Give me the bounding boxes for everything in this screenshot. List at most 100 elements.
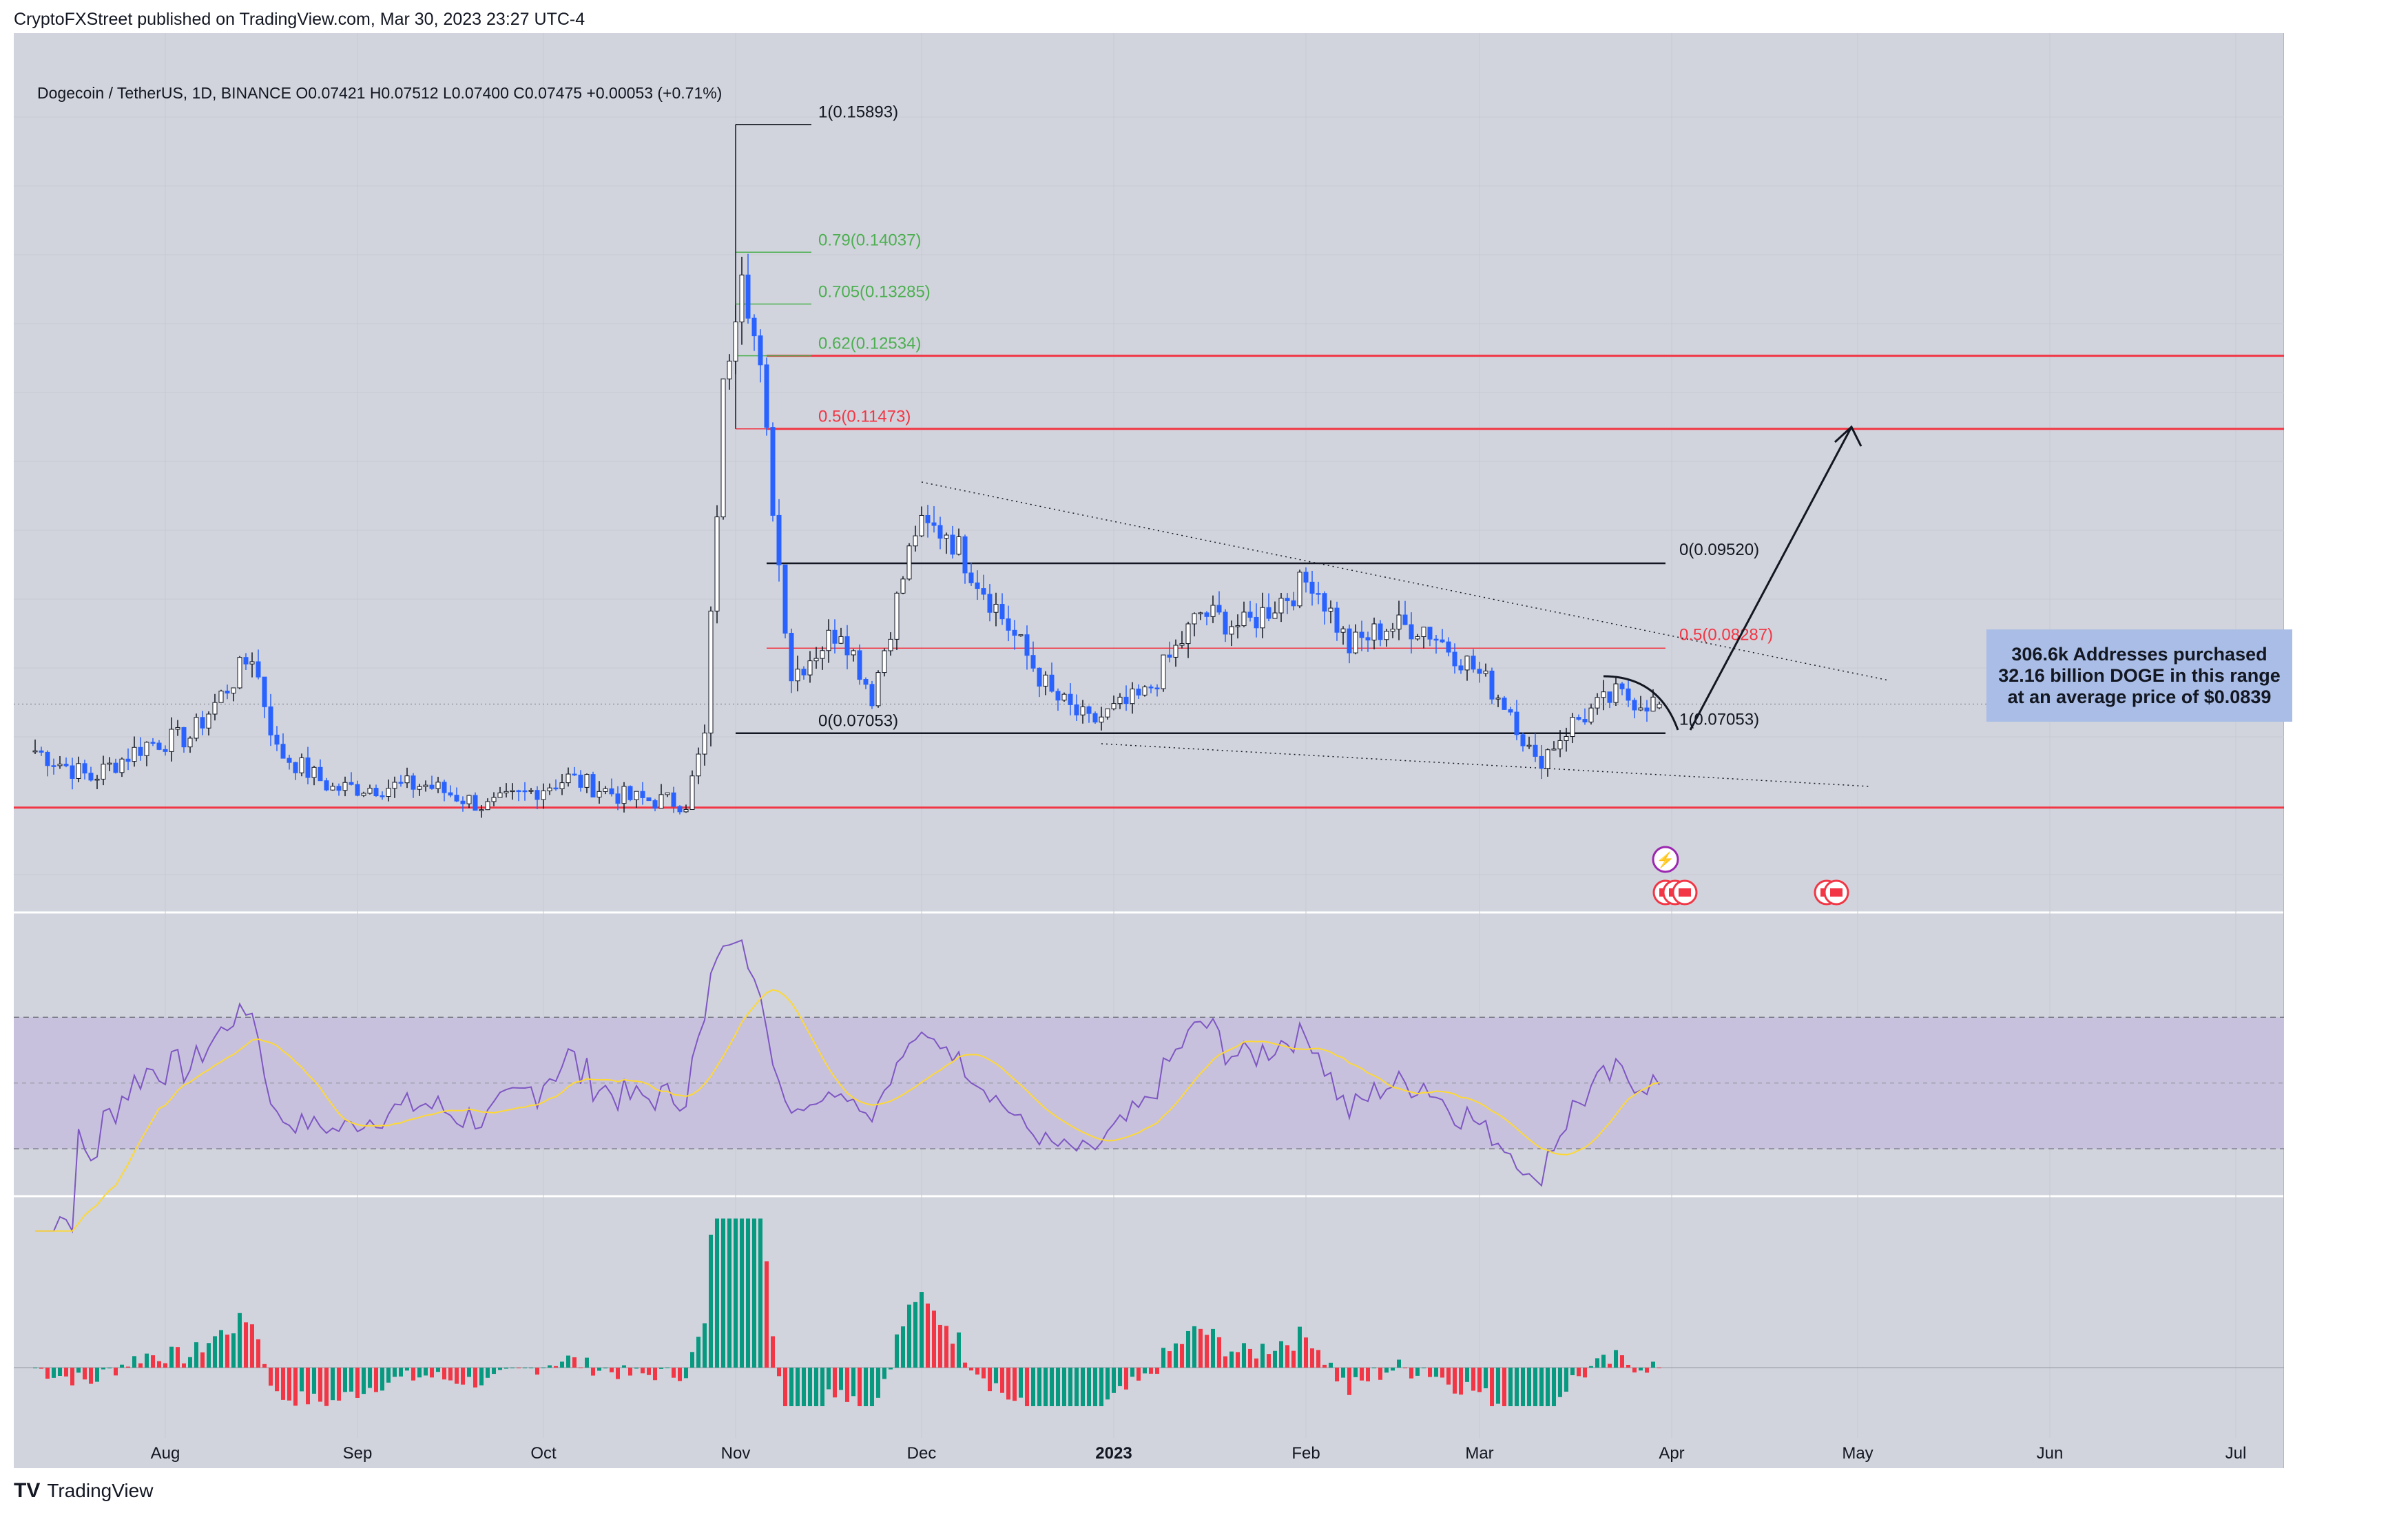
fib-label: 0.62(0.12534) [818,335,921,353]
candle-body [1508,709,1513,713]
hist-bar [1298,1326,1302,1368]
hist-bar [455,1368,459,1384]
candle-body [1595,697,1600,709]
hist-bar [83,1368,87,1380]
candle-body [1167,654,1172,658]
hist-bar [1310,1348,1314,1368]
candle-body [380,795,385,797]
candle-body [652,800,658,809]
candle-body [547,787,552,791]
candle-body [1117,696,1123,704]
x-tick-label: Apr [1659,1444,1684,1463]
candle-body [398,782,404,784]
hist-bar [913,1302,917,1368]
hist-bar [1112,1368,1116,1393]
hist-bar [89,1368,93,1384]
hist-bar [1124,1368,1128,1390]
candle-body [1582,719,1588,722]
hist-bar [1366,1368,1370,1381]
candle-body [1216,605,1222,613]
hist-bar [1539,1368,1544,1406]
x-tick-label: Oct [530,1444,557,1463]
hist-bar [560,1361,564,1368]
hist-bar [1583,1368,1587,1378]
hist-bar [1260,1344,1265,1368]
candle-body [956,536,962,555]
candle-body [466,795,472,804]
candle-body [1316,593,1321,595]
candle-body [925,514,931,523]
candle-body [863,679,869,685]
hist-bar [473,1368,477,1388]
hist-bar [548,1365,552,1368]
candle-body [528,790,534,792]
candle-body [212,702,218,715]
hist-bar [1577,1368,1581,1377]
candle-body [1049,674,1055,692]
candle-body [1514,711,1519,735]
candle-body [175,727,180,730]
hist-bar [504,1368,508,1369]
candle-body [473,795,478,811]
candle-body [1024,634,1030,656]
candle-body [163,749,168,752]
hist-bar [1595,1358,1599,1368]
candle-body [1477,669,1482,674]
hist-bar [938,1324,942,1368]
hist-bar [932,1310,936,1368]
candle-body [373,788,379,797]
candle-body [1353,631,1358,654]
candle-body [646,797,652,802]
candle-body [534,790,540,800]
candle-body [262,676,267,707]
candle-body [1130,688,1135,704]
candle-body [76,763,81,779]
hist-bar [1322,1364,1327,1368]
candle-body [1409,624,1414,640]
candle-body [677,806,683,813]
candle-body [906,545,912,580]
us-flag-stripe [1679,888,1691,897]
hist-bar [151,1355,155,1368]
hist-bar [275,1368,279,1392]
candle-body [299,757,304,773]
candle-body [156,742,162,750]
chart-canvas[interactable]: 1(0.15893) 0.79(0.14037) 0.705(0.13285) 0.6… [14,33,2284,1468]
hist-bar [256,1339,260,1368]
chart-frame: 1(0.15893) 0.79(0.14037) 0.705(0.13285) 0.6… [14,33,2292,1468]
hist-bar [1006,1368,1010,1400]
hist-bar [1564,1368,1568,1392]
hist-bar [318,1368,322,1402]
hist-bar [672,1368,676,1378]
hist-bar [1384,1368,1389,1373]
hist-bar [1242,1343,1246,1368]
candle-body [596,791,602,797]
candle-body [553,787,559,790]
candle-body [1415,636,1420,640]
hist-bar [746,1218,750,1368]
candle-body [1185,623,1191,645]
hist-bar [1254,1358,1258,1368]
candle-body [1173,645,1179,658]
candle-body [1198,612,1203,614]
candle-body [1080,706,1086,715]
candle-body [1489,670,1495,700]
candle-body [1626,688,1631,701]
tradingview-brand: TradingView [47,1480,154,1501]
hist-bar [1601,1355,1606,1368]
hist-bar [951,1344,955,1368]
candle-body [1074,704,1079,715]
hist-bar [1050,1368,1054,1406]
hist-bar [678,1368,682,1381]
candle-body [634,791,639,800]
candle-body [1471,656,1476,670]
hist-bar [907,1304,911,1368]
candle-body [504,791,509,793]
hist-bar [783,1368,787,1406]
candle-body [63,764,69,766]
candle-body [1309,581,1315,594]
hist-bar [709,1234,713,1368]
hist-bar [566,1355,570,1368]
hist-bar [324,1368,329,1406]
candle-body [813,658,819,662]
